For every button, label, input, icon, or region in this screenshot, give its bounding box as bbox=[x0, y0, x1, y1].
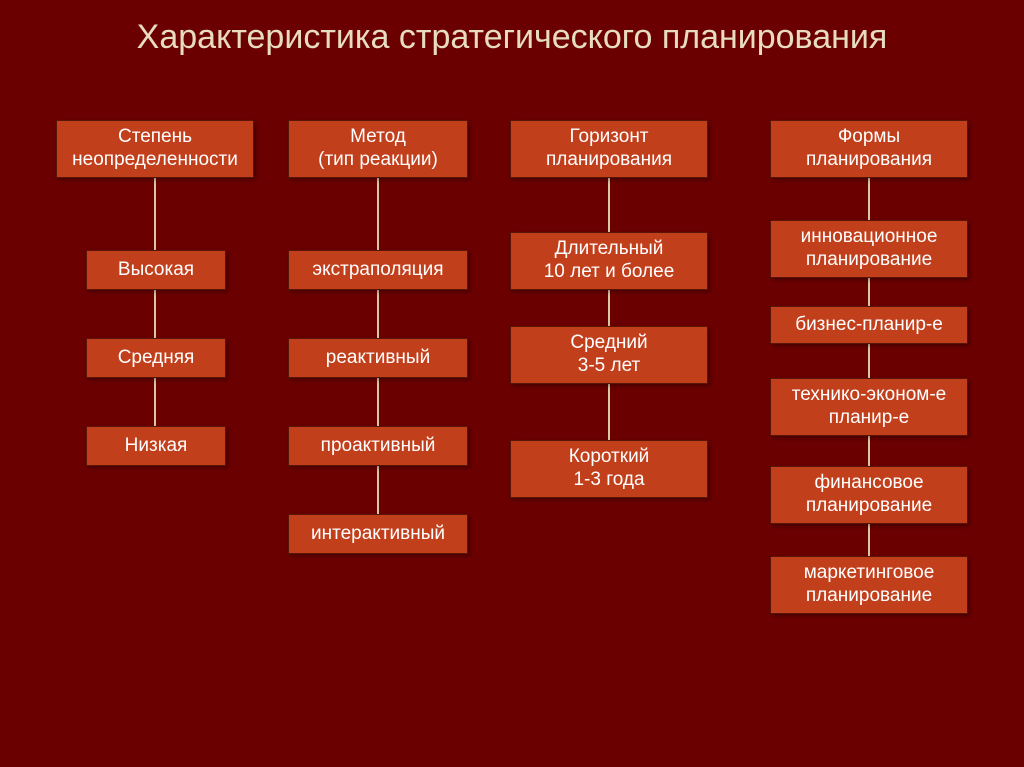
column-header-3: Формы планирования bbox=[770, 120, 968, 178]
column-3-item-0: инновационное планирование bbox=[770, 220, 968, 278]
column-2-item-2: Короткий1-3 года bbox=[510, 440, 708, 498]
diagram-canvas: Степень неопределенности Высокая Средняя Ни… bbox=[0, 0, 1024, 767]
column-1-item-2: проактивный bbox=[288, 426, 468, 466]
column-header-0: Степень неопределенности bbox=[56, 120, 254, 178]
column-1-item-1: реактивный bbox=[288, 338, 468, 378]
column-1-item-0: экстраполяция bbox=[288, 250, 468, 290]
column-header-1: Метод(тип реакции) bbox=[288, 120, 468, 178]
column-3-item-2: технико-эконом-е планир-е bbox=[770, 378, 968, 436]
column-0-item-0: Высокая bbox=[86, 250, 226, 290]
column-3-item-3: финансовое планирование bbox=[770, 466, 968, 524]
column-header-2: Горизонт планирования bbox=[510, 120, 708, 178]
column-2-item-0: Длительный10 лет и более bbox=[510, 232, 708, 290]
column-0-item-1: Средняя bbox=[86, 338, 226, 378]
column-1-item-3: интерактивный bbox=[288, 514, 468, 554]
column-3-item-1: бизнес-планир-е bbox=[770, 306, 968, 344]
column-3-item-4: маркетинговое планирование bbox=[770, 556, 968, 614]
column-2-item-1: Средний3-5 лет bbox=[510, 326, 708, 384]
column-0-item-2: Низкая bbox=[86, 426, 226, 466]
